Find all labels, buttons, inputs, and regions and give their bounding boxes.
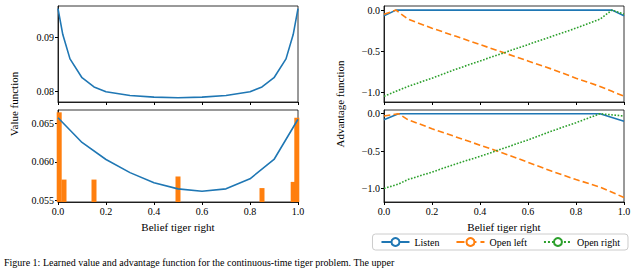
svg-text:0.0: 0.0 <box>368 108 381 119</box>
svg-text:0.08: 0.08 <box>37 86 55 97</box>
svg-text:0.060: 0.060 <box>32 156 55 167</box>
svg-text:0.065: 0.065 <box>32 118 55 129</box>
svg-text:Advantage function: Advantage function <box>334 60 346 148</box>
svg-text:Belief tiger right: Belief tiger right <box>467 221 540 233</box>
svg-text:0.2: 0.2 <box>100 206 113 217</box>
svg-text:0.2: 0.2 <box>426 206 439 217</box>
svg-text:0.6: 0.6 <box>196 206 209 217</box>
svg-text:0.0: 0.0 <box>52 206 65 217</box>
svg-text:1.0: 1.0 <box>618 206 631 217</box>
svg-text:0.8: 0.8 <box>570 206 583 217</box>
svg-text:1.0: 1.0 <box>292 206 305 217</box>
svg-text:0.0: 0.0 <box>378 206 391 217</box>
svg-text:0.09: 0.09 <box>37 32 55 43</box>
svg-text:0.4: 0.4 <box>148 206 161 217</box>
svg-text:−1.0: −1.0 <box>362 87 380 98</box>
svg-text:−1.0: −1.0 <box>362 183 380 194</box>
svg-text:Open right: Open right <box>577 237 620 248</box>
svg-text:−0.5: −0.5 <box>362 46 380 57</box>
svg-text:Listen: Listen <box>414 237 439 248</box>
svg-text:−0.5: −0.5 <box>362 146 380 157</box>
svg-text:Value function: Value function <box>8 71 20 136</box>
svg-text:0.6: 0.6 <box>522 206 535 217</box>
svg-text:0.8: 0.8 <box>244 206 257 217</box>
svg-text:Open left: Open left <box>489 237 527 248</box>
svg-text:Belief tiger right: Belief tiger right <box>141 221 214 233</box>
svg-text:0.0: 0.0 <box>368 5 381 16</box>
svg-text:Figure 1: Learned value and ad: Figure 1: Learned value and advantage fu… <box>4 257 395 268</box>
svg-text:0.055: 0.055 <box>32 195 55 206</box>
svg-text:0.4: 0.4 <box>474 206 487 217</box>
